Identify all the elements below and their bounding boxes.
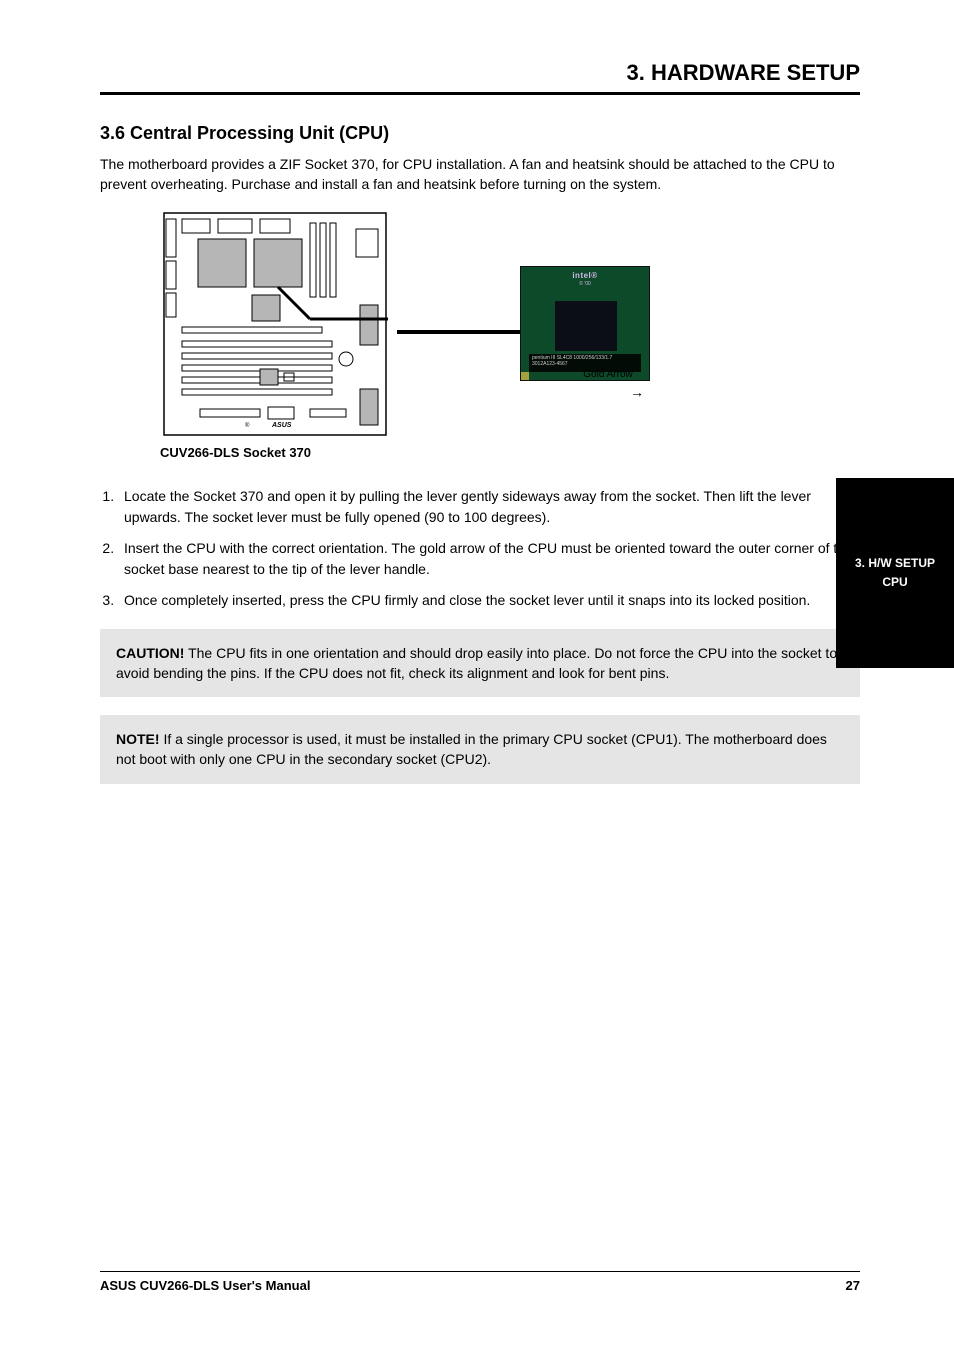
gold-arrow-icon: → [630, 384, 644, 400]
footer-page-number: 27 [846, 1278, 860, 1293]
svg-text:ASUS: ASUS [271, 422, 292, 429]
motherboard-diagram: ASUS ® [160, 209, 390, 439]
svg-text:®: ® [245, 422, 250, 429]
install-step: Locate the Socket 370 and open it by pul… [118, 486, 860, 528]
section-intro: The motherboard provides a ZIF Socket 37… [100, 154, 860, 195]
header-rule [100, 92, 860, 95]
side-tab-line1: 3. H/W SETUP [836, 556, 954, 571]
cpu-die [555, 301, 617, 351]
caution-lead: CAUTION! [116, 645, 184, 661]
side-tab-line2: CPU [836, 575, 954, 590]
cpu-photo: intel® © '00 pentium III SL4C8 1000/256/… [520, 266, 650, 381]
cpu-brand-label: intel® [521, 271, 649, 280]
side-tab: 3. H/W SETUP CPU [836, 478, 954, 668]
cpu-gold-corner [521, 372, 529, 380]
section-heading: 3.6 Central Processing Unit (CPU) [100, 123, 860, 144]
note-text: If a single processor is used, it must b… [116, 731, 827, 767]
note-box: NOTE! If a single processor is used, it … [100, 715, 860, 784]
page-header-title: 3. HARDWARE SETUP [100, 60, 860, 92]
install-step: Once completely inserted, press the CPU … [118, 590, 860, 611]
figure-row: ASUS ® intel® © '00 pentium III SL4C8 10… [160, 209, 860, 439]
cpu-brand-sub: © '00 [521, 281, 649, 287]
caution-box: CAUTION! The CPU fits in one orientation… [100, 629, 860, 698]
gold-arrow-label: Gold Arrow [578, 369, 638, 381]
install-steps-list: Locate the Socket 370 and open it by pul… [118, 486, 860, 611]
figure-caption: CUV266-DLS Socket 370 [160, 445, 860, 460]
footer-left: ASUS CUV266-DLS User's Manual [100, 1278, 310, 1293]
page-footer: ASUS CUV266-DLS User's Manual 27 [100, 1271, 860, 1293]
note-lead: NOTE! [116, 731, 160, 747]
install-step: Insert the CPU with the correct orientat… [118, 538, 860, 580]
caution-text: The CPU fits in one orientation and shou… [116, 645, 837, 681]
